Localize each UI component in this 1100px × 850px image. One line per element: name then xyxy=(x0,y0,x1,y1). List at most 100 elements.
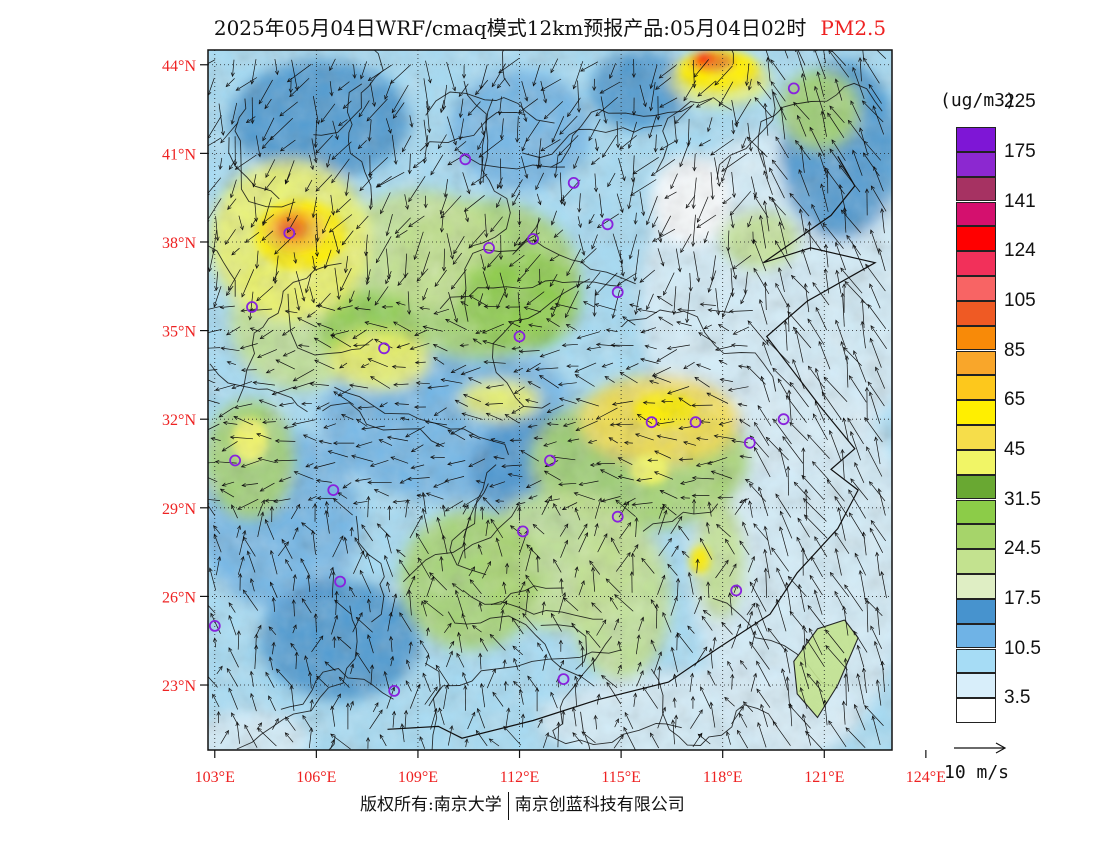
wind-arrow xyxy=(226,326,241,336)
wind-arrow xyxy=(386,435,409,442)
wind-arrow xyxy=(854,552,867,576)
wind-arrow xyxy=(864,417,883,443)
wind-arrow xyxy=(698,332,717,344)
wind-arrow xyxy=(216,665,223,675)
wind-arrow xyxy=(422,287,428,301)
wind-arrow xyxy=(511,617,524,635)
wind-arrow xyxy=(623,726,636,750)
wind-arrow xyxy=(239,343,258,350)
wind-arrow xyxy=(872,105,885,135)
wind-arrow xyxy=(234,154,257,170)
wind-arrow xyxy=(793,481,811,500)
wind-arrow xyxy=(546,421,559,427)
wind-arrow xyxy=(735,98,752,126)
wind-arrow xyxy=(565,290,579,319)
wind-arrow xyxy=(414,329,428,336)
wind-arrow xyxy=(315,174,333,192)
wind-arrow xyxy=(695,436,709,441)
wind-arrow xyxy=(852,66,865,100)
wind-arrow xyxy=(797,517,810,538)
wind-arrow xyxy=(683,440,696,446)
wind-arrow xyxy=(482,496,500,515)
wind-arrow xyxy=(227,198,237,211)
wind-arrow xyxy=(509,525,523,535)
wind-arrow xyxy=(575,420,598,432)
wind-arrow xyxy=(328,214,353,233)
wind-arrow xyxy=(402,135,412,153)
wind-arrow xyxy=(405,575,416,596)
wind-arrow xyxy=(252,174,257,188)
wind-arrow xyxy=(576,331,600,340)
wind-arrow xyxy=(646,293,654,311)
wind-arrow xyxy=(332,636,337,648)
wind-arrow xyxy=(771,547,789,572)
wind-arrow xyxy=(838,184,847,216)
wind-arrow xyxy=(550,210,557,226)
wind-arrow xyxy=(485,384,504,390)
wind-arrow xyxy=(718,360,728,365)
wind-arrow xyxy=(358,100,370,118)
wind-arrow xyxy=(747,78,752,91)
wind-arrow xyxy=(670,173,678,190)
wind-arrow xyxy=(650,639,657,652)
wind-arrow xyxy=(595,342,620,347)
legend-swatch xyxy=(956,648,996,674)
wind-arrow xyxy=(840,292,845,327)
lon-tick-label: 109°E xyxy=(398,769,438,786)
wind-arrow xyxy=(801,644,807,668)
wind-arrow xyxy=(313,119,318,149)
wind-arrow xyxy=(578,234,586,256)
wind-arrow xyxy=(261,136,273,150)
wind-arrow xyxy=(361,524,373,542)
wind-arrow xyxy=(719,377,733,382)
wind-arrow xyxy=(864,704,884,727)
wind-arrow xyxy=(797,50,806,66)
wind-arrow xyxy=(387,505,392,521)
wind-arrow xyxy=(397,272,409,287)
wind-arrow xyxy=(680,480,695,485)
wind-arrow xyxy=(488,738,500,747)
wind-arrow xyxy=(345,702,351,730)
wind-arrow xyxy=(439,194,448,215)
wind-arrow xyxy=(627,177,636,210)
wind-arrow xyxy=(707,501,712,517)
wind-arrow xyxy=(441,504,446,517)
wind-arrow xyxy=(757,486,769,517)
legend-swatch xyxy=(956,127,996,152)
wind-arrow xyxy=(380,192,391,215)
wind-arrow xyxy=(423,195,428,209)
wind-arrow xyxy=(865,599,870,633)
wind-arrow xyxy=(658,509,668,535)
wind-arrow xyxy=(386,686,396,709)
wind-arrow xyxy=(867,303,887,330)
wind-arrow xyxy=(337,81,350,91)
wind-arrow xyxy=(208,59,216,64)
map-title-main: 2025年05月04日WRF/cmaq模式12km预报产品:05月04日02时 xyxy=(213,16,807,40)
wind-arrow xyxy=(443,684,449,710)
wind-arrow xyxy=(389,635,394,652)
wind-arrow xyxy=(525,362,541,373)
wind-arrow xyxy=(664,191,677,199)
wind-arrow xyxy=(743,271,748,294)
wind-arrow xyxy=(479,682,486,708)
wind-arrow xyxy=(870,625,883,649)
wind-arrow xyxy=(617,457,633,466)
wind-arrow xyxy=(475,729,488,747)
wind-arrow xyxy=(809,574,823,596)
wind-arrow xyxy=(875,366,886,389)
site-marker xyxy=(283,227,296,240)
wind-arrow xyxy=(834,241,847,271)
wind-arrow xyxy=(765,56,771,82)
wind-arrow xyxy=(444,476,465,483)
wind-arrow xyxy=(777,267,785,292)
wind-arrow xyxy=(558,659,564,671)
wind-arrow xyxy=(694,646,708,667)
wind-arrow xyxy=(763,102,769,136)
wind-arrow xyxy=(572,61,584,90)
wind-arrow xyxy=(525,121,540,143)
wind-arrow xyxy=(814,400,825,423)
wind-arrow xyxy=(666,344,690,351)
wind-arrow xyxy=(349,290,355,304)
wind-arrow xyxy=(747,215,753,228)
wind-arrow xyxy=(370,82,377,107)
